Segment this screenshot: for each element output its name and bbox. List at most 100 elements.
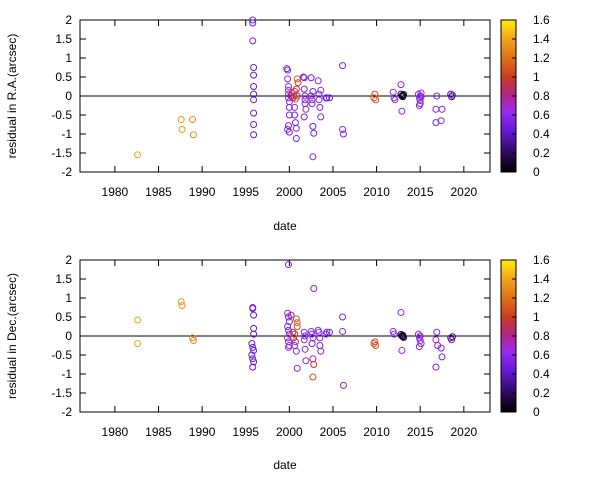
data-point [134,316,142,324]
data-point [250,83,258,90]
y-tick-label: 1 [65,51,72,65]
data-point [178,302,186,310]
data-point [292,315,300,323]
data-point [370,340,378,348]
y-tick-label: 0.5 [55,70,72,84]
data-point [300,74,308,82]
data-point [432,105,440,113]
data-point [315,96,323,104]
data-point [372,96,380,104]
chart-panel-ra: 1980 1985 1990 1995 2000 2005 2010 2015 2020-2-1… [5,13,550,233]
data-point [134,340,142,348]
y-tick-label: 2 [65,253,72,267]
data-point [339,125,347,133]
data-point [400,90,408,98]
x-tick-label: 1990 [189,425,216,439]
y-axis-label: residual in Dec.(arcsec) [5,273,19,399]
data-point [250,358,258,366]
x-tick-label: 2015 [407,185,434,199]
x-tick-label: 2005 [320,425,347,439]
data-point [308,340,316,348]
colorbar: 0 0.2 0.4 0.6 0.8 1 1.2 1.4 1.6 [500,253,550,419]
data-point [250,96,258,104]
x-tick-label: 2000 [276,425,303,439]
colorbar-tick-label: 0 [533,405,540,419]
data-point [300,113,308,121]
data-point [291,119,299,127]
data-point [300,328,308,336]
data-point [323,328,331,336]
data-point [291,342,299,349]
y-tick-label: 0 [65,329,72,343]
data-point [309,153,317,161]
data-point [300,85,308,93]
x-tick-label: 2020 [450,185,477,199]
data-point [302,357,310,365]
data-point [249,363,257,371]
data-point [433,92,441,100]
data-point [400,334,408,342]
data-point [307,74,315,82]
colorbar-tick-label: 1.4 [533,32,550,46]
x-tick-label: 2000 [276,185,303,199]
data-points [134,261,456,389]
colorbar: 0 0.2 0.4 0.6 0.8 1 1.2 1.4 1.6 [500,13,550,179]
x-tick-label: 2015 [407,425,434,439]
data-point [317,86,325,94]
data-point [325,328,333,336]
y-tick-label: -2 [61,405,72,419]
colorbar-tick-label: 1.2 [533,51,550,65]
data-point [339,313,347,321]
data-point [391,96,399,104]
x-tick-label: 2005 [320,185,347,199]
data-point [189,116,197,124]
data-point [438,353,446,361]
data-point [250,109,258,117]
data-point [309,122,317,130]
x-tick-label: 1980 [102,185,129,199]
data-point [134,151,142,159]
y-tick-label: -2 [61,165,72,179]
data-point [292,85,300,93]
data-point [287,311,295,319]
data-point [416,97,424,105]
y-tick-label: -1 [61,367,72,381]
colorbar-tick-label: 0.2 [533,386,550,400]
data-point [189,337,197,345]
data-point [284,343,292,351]
data-point [248,340,256,348]
data-point [397,90,405,98]
colorbar-tick-label: 1.6 [533,253,550,267]
x-tick-label: 1980 [102,425,129,439]
data-point [249,19,257,27]
data-point [284,261,292,269]
x-tick-label: 2020 [450,425,477,439]
colorbar-tick-label: 0.4 [533,127,550,141]
data-point [316,334,324,342]
colorbar-tick-label: 0.6 [533,348,550,362]
data-point [414,330,422,338]
data-point [316,342,324,349]
x-tick-label: 1985 [145,185,172,199]
y-tick-label: -0.5 [51,348,72,362]
data-point [370,94,378,102]
data-point [294,79,302,87]
data-point [291,111,299,119]
data-point [310,285,318,292]
data-point [300,336,308,344]
data-point [301,100,309,108]
data-point [310,129,318,137]
data-point [285,111,293,119]
y-tick-label: 1.5 [55,272,72,286]
data-point [291,103,299,111]
data-point [448,93,456,101]
data-point [248,351,256,359]
y-tick-label: 2 [65,13,72,27]
data-point [314,77,322,85]
data-point [293,92,301,100]
data-point [372,342,380,349]
colorbar-tick-label: 1.6 [533,13,550,27]
y-axis-label: residual in R.A.(arcsec) [5,34,19,159]
data-point [284,326,292,334]
